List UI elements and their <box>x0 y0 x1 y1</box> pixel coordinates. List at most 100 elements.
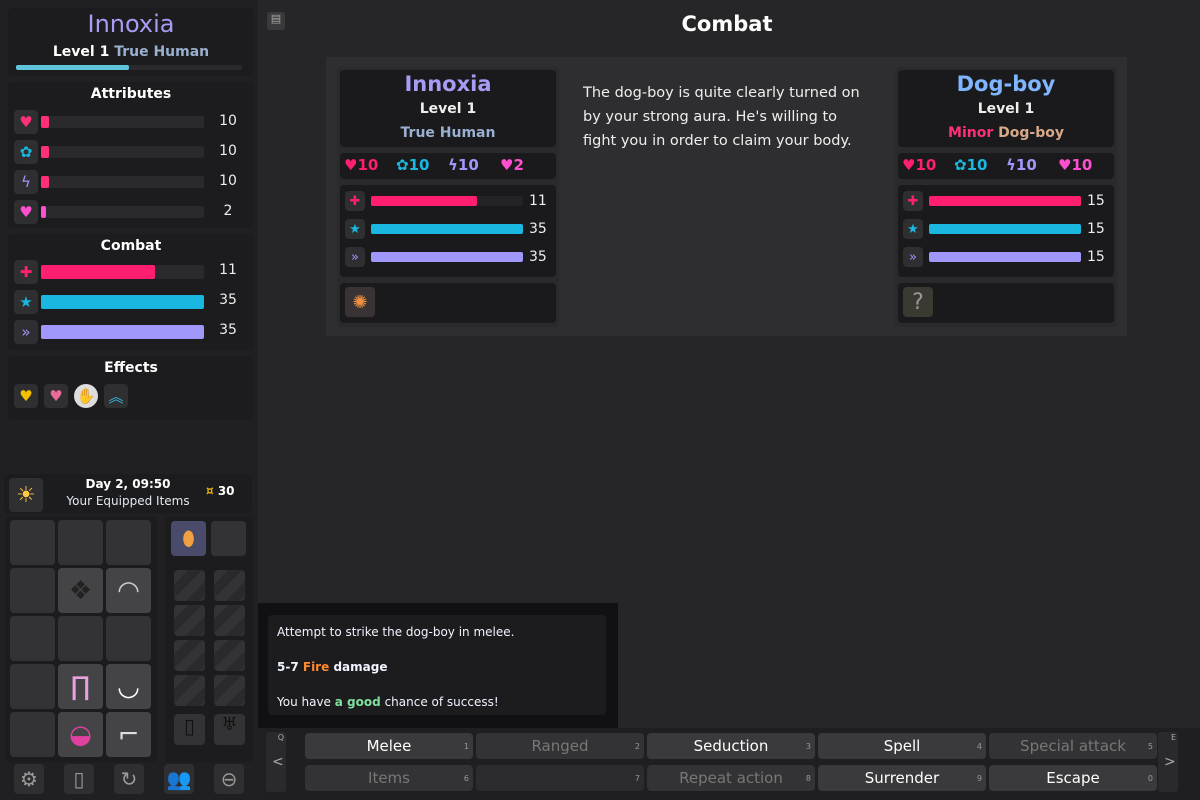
combat-panel: Combat ✚ 11 ★ 35 » 35 <box>8 234 254 350</box>
empty-slot[interactable] <box>58 520 103 565</box>
action-button-escape[interactable]: Escape 0 <box>989 765 1157 791</box>
demon-heart-icon[interactable]: ♥ <box>14 200 38 224</box>
bar-value: 15 <box>1087 193 1105 209</box>
demon-heart-icon: ♥ <box>1058 156 1072 174</box>
stamina-icon[interactable]: » <box>14 320 38 344</box>
crystal-icon[interactable]: ⬮ <box>171 521 206 556</box>
action-button-surrender[interactable]: Surrender 9 <box>818 765 986 791</box>
action-label: Special attack <box>1020 737 1126 755</box>
mana-icon[interactable]: ★ <box>14 290 38 314</box>
player-card[interactable]: Innoxia Level 1 True Human ♥10 ✿10 ϟ10 ♥2 ✚ … <box>337 67 559 327</box>
socks-icon[interactable]: ⌐ <box>106 712 151 757</box>
empty-slot[interactable] <box>10 664 55 709</box>
hand-icon[interactable]: ✋ <box>74 384 98 408</box>
phone-icon[interactable]: ▯ <box>64 764 94 794</box>
health-icon[interactable]: ✚ <box>14 260 38 284</box>
log-icon[interactable]: ▤ <box>267 12 285 30</box>
stat-value: 10 <box>1071 156 1093 174</box>
attribute-bar <box>41 176 50 188</box>
stat-value: 10 <box>357 156 379 174</box>
action-label: Repeat action <box>679 769 783 787</box>
demon-heart-icon: ♥ <box>500 156 514 174</box>
leggings-icon[interactable]: ∏ <box>58 664 103 709</box>
locked-slot[interactable] <box>174 570 205 601</box>
hotkey: 5 <box>1147 742 1153 751</box>
stat-value: 2 <box>513 156 524 174</box>
effects-title: Effects <box>104 360 158 376</box>
sports-bra-icon[interactable]: ◠ <box>106 568 151 613</box>
brain-icon: ✿ <box>954 156 967 174</box>
bar-value: 15 <box>1087 221 1105 237</box>
locked-slot[interactable] <box>174 605 205 636</box>
action-button-empty[interactable]: 7 <box>476 765 644 791</box>
empty-slot[interactable] <box>10 568 55 613</box>
accessory-grid: ⬮ ▯ ♅ <box>165 516 253 762</box>
action-button-repeat-action[interactable]: Repeat action 8 <box>647 765 815 791</box>
lightning-icon: ϟ <box>448 156 458 174</box>
combat-box: Innoxia Level 1 True Human ♥10 ✿10 ϟ10 ♥2 ✚ … <box>326 57 1127 336</box>
chevrons-up-icon[interactable]: ︽ <box>104 384 128 408</box>
action-button-special-attack[interactable]: Special attack 5 <box>989 733 1157 759</box>
locked-slot[interactable] <box>174 675 205 706</box>
action-button-melee[interactable]: Melee 1 <box>305 733 473 759</box>
level-label: Level 1 <box>52 44 110 60</box>
people-icon[interactable]: 👥 <box>164 764 194 794</box>
locked-slot[interactable] <box>214 675 245 706</box>
panties-icon[interactable]: ◡ <box>106 664 151 709</box>
piercing-slot-icon[interactable]: ♅ <box>214 714 245 745</box>
combatant-race: Dog-boy <box>998 125 1064 141</box>
health-icon: ✚ <box>903 191 923 211</box>
locked-slot[interactable] <box>214 570 245 601</box>
action-button-seduction[interactable]: Seduction 3 <box>647 733 815 759</box>
empty-slot[interactable] <box>10 616 55 661</box>
combatant-name: Innoxia <box>404 72 492 96</box>
enemy-card[interactable]: Dog-boy Level 1 Minor Dog-boy ♥10 ✿10 ϟ10 ♥… <box>895 67 1117 327</box>
empty-slot[interactable] <box>211 521 246 556</box>
combatant-name: Dog-boy <box>956 72 1056 96</box>
action-button-ranged[interactable]: Ranged 2 <box>476 733 644 759</box>
angel-heart-icon[interactable]: ♥ <box>14 384 38 408</box>
lightning-icon[interactable]: ϟ <box>14 170 38 194</box>
combatant-race: True Human <box>400 125 496 141</box>
empty-slot[interactable] <box>58 616 103 661</box>
condom-slot-icon[interactable]: ▯ <box>174 714 205 745</box>
sneakers-icon[interactable]: ◒ <box>58 712 103 757</box>
action-label: Seduction <box>693 737 769 755</box>
hotkey: 3 <box>805 742 811 751</box>
action-button-spell[interactable]: Spell 4 <box>818 733 986 759</box>
prev-page-button[interactable]: Q < <box>266 732 286 792</box>
action-bar: Q < E > Melee 1 Ranged 2 Seduction 3 Spell 4 Speci… <box>258 728 1200 800</box>
mana-icon: ★ <box>345 219 365 239</box>
character-card[interactable]: Innoxia Level 1 True Human <box>8 8 254 76</box>
empty-slot[interactable] <box>10 520 55 565</box>
sun-icon[interactable]: ☀ <box>9 478 43 512</box>
locked-slot[interactable] <box>174 640 205 671</box>
chance-prefix: You have <box>277 695 331 709</box>
action-button-items[interactable]: Items 6 <box>305 765 473 791</box>
heart-icon[interactable]: ♥ <box>14 110 38 134</box>
pink-heart-icon[interactable]: ♥ <box>44 384 68 408</box>
locked-slot[interactable] <box>214 605 245 636</box>
next-page-button[interactable]: E > <box>1158 732 1178 792</box>
unknown-icon[interactable]: ? <box>903 287 933 317</box>
date-time: Day 2, 09:50 <box>85 477 171 491</box>
empty-slot[interactable] <box>10 712 55 757</box>
effects-panel: Effects ♥ ♥ ✋ ︽ <box>8 356 254 420</box>
action-tooltip: Attempt to strike the dog-boy in melee. … <box>258 603 618 728</box>
cycle-icon[interactable]: ↻ <box>114 764 144 794</box>
chance-suffix: chance of success! <box>384 695 499 709</box>
zoom-out-icon[interactable]: ⊖ <box>214 764 244 794</box>
hotkey: 4 <box>976 742 982 751</box>
locked-slot[interactable] <box>214 640 245 671</box>
empty-slot[interactable] <box>106 520 151 565</box>
empty-slot[interactable] <box>106 616 151 661</box>
attributes-panel: Attributes ♥ 10 ✿ 10 ϟ 10 ♥ 2 <box>8 82 254 228</box>
settings-icon[interactable]: ⚙ <box>14 764 44 794</box>
fire-fist-icon[interactable]: ✺ <box>345 287 375 317</box>
combat-bar <box>41 265 156 279</box>
hoodie-icon[interactable]: ❖ <box>58 568 103 613</box>
attribute-value: 2 <box>223 203 233 219</box>
hotkey: 0 <box>1147 774 1153 783</box>
prev-key: Q <box>277 733 284 742</box>
brain-icon[interactable]: ✿ <box>14 140 38 164</box>
